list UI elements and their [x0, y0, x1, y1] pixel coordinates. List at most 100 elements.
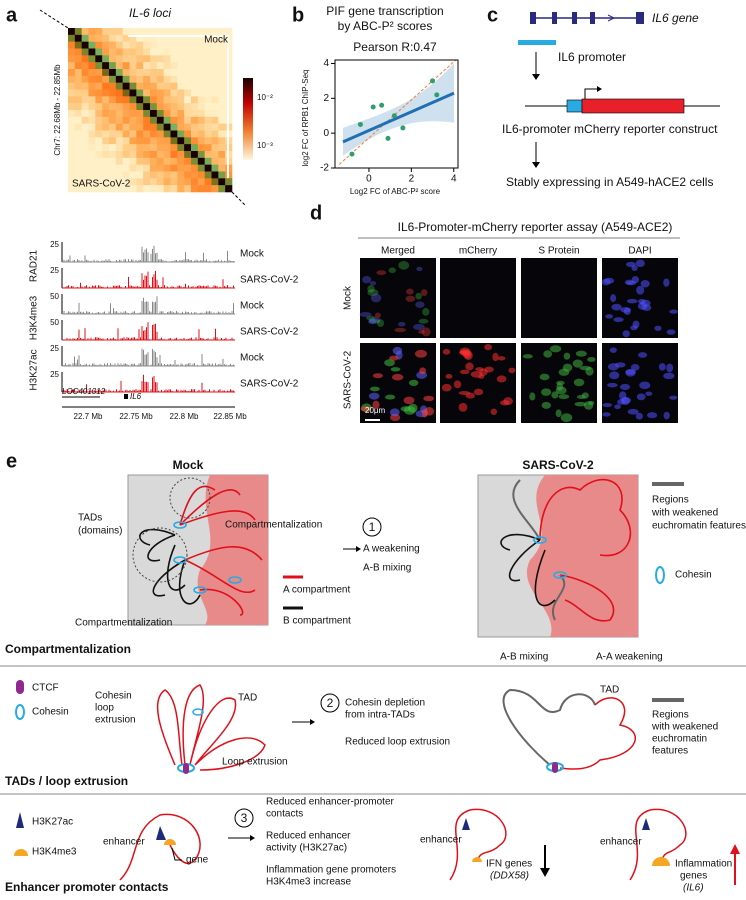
- chart-title: by ABC-P² scores: [338, 19, 433, 33]
- heatmap-cell: [211, 89, 219, 97]
- panel-label: c: [487, 4, 498, 26]
- cell: [496, 375, 507, 383]
- promoter-label: IL6 promoter: [558, 50, 626, 64]
- heatmap-cell: [81, 34, 89, 42]
- heatmap-cell: [95, 96, 103, 104]
- heatmap-cell: [163, 62, 171, 70]
- heatmap-cell: [177, 157, 185, 165]
- heatmap-cell: [102, 130, 110, 138]
- heatmap-cell: [184, 178, 192, 186]
- heatmap-cell: [143, 82, 151, 90]
- heatmap-cell: [81, 164, 89, 172]
- heatmap-cell: [184, 55, 192, 63]
- heatmap: [68, 28, 233, 193]
- heatmap-cell: [156, 178, 164, 186]
- heatmap-cell: [81, 82, 89, 90]
- panel-b: PIF gene transcription by ABC-P² scores …: [301, 4, 459, 196]
- heatmap-cell: [109, 69, 117, 77]
- heatmap-cell: [136, 48, 144, 56]
- heatmap-cell: [88, 41, 96, 49]
- a-loops: [179, 485, 263, 616]
- heatmap-cell: [156, 171, 164, 179]
- label: Loop extrusion: [222, 757, 288, 768]
- heatmap-cell: [150, 82, 158, 90]
- heatmap-cell: [211, 48, 219, 56]
- track-condition: Mock: [240, 249, 265, 260]
- heatmap-cell: [115, 62, 123, 70]
- heatmap-cell: [95, 137, 103, 145]
- heatmap-cell: [191, 137, 199, 145]
- cell: [398, 321, 406, 327]
- cell: [539, 373, 550, 381]
- cell: [368, 319, 377, 325]
- heatmap-cell: [88, 103, 96, 111]
- cohesin: [553, 571, 567, 579]
- heatmap-cell: [88, 116, 96, 124]
- cell: [409, 379, 419, 387]
- heatmap-cell: [143, 41, 151, 49]
- cell: [465, 362, 474, 371]
- cell: [626, 280, 637, 286]
- heatmap-cell: [88, 110, 96, 118]
- heatmap-cell: [143, 103, 151, 111]
- heatmap-cell: [129, 82, 137, 90]
- heatmap-cell: [102, 137, 110, 145]
- x-tick-label: 22.8 Mb: [170, 412, 199, 421]
- heatmap-cell: [191, 82, 199, 90]
- cell: [361, 275, 372, 284]
- cell: [555, 409, 562, 418]
- heatmap-cell: [218, 164, 226, 172]
- cell: [663, 278, 670, 287]
- heatmap-cell: [163, 103, 171, 111]
- row-label: SARS-CoV-2: [343, 350, 354, 409]
- heatmap-cell: [143, 178, 151, 186]
- cell: [390, 367, 401, 372]
- heatmap-cell: [211, 103, 219, 111]
- heatmap-cell: [102, 62, 110, 70]
- heatmap-cell: [211, 130, 219, 138]
- micrograph: [440, 258, 516, 338]
- step-text: activity (H3K27ac): [266, 843, 347, 854]
- cell: [626, 298, 638, 304]
- heatmap-cell: [225, 185, 233, 193]
- heatmap-cell: [74, 28, 82, 36]
- heatmap-cell: [95, 123, 103, 131]
- heatmap-cell: [95, 55, 103, 63]
- cell: [360, 406, 372, 412]
- heatmap-cell: [102, 103, 110, 111]
- heatmap-cell: [88, 171, 96, 179]
- arrow: [584, 88, 599, 99]
- cell: [400, 406, 411, 412]
- cell: [424, 407, 435, 416]
- cell: [465, 392, 475, 399]
- heatmap-cell: [81, 144, 89, 152]
- heatmap-cell: [88, 178, 96, 186]
- cell: [611, 303, 622, 311]
- heatmap-cell: [68, 171, 76, 179]
- cell: [625, 369, 636, 377]
- heatmap-cell: [163, 151, 171, 159]
- plot-frame: [334, 59, 459, 169]
- heatmap-cell: [177, 96, 185, 104]
- heatmap-cell: [191, 89, 199, 97]
- heatmap-cell: [177, 130, 185, 138]
- tad-outline: [128, 35, 229, 178]
- heatmap-cell: [184, 62, 192, 70]
- heatmap-cell: [197, 75, 205, 83]
- heatmap-cell: [184, 96, 192, 104]
- heatmap-cell: [122, 55, 130, 63]
- heatmap-cell: [95, 34, 103, 42]
- cell: [636, 393, 646, 401]
- heatmap-cell: [102, 185, 110, 193]
- heatmap-cell: [163, 82, 171, 90]
- heatmap-cell: [211, 185, 219, 193]
- cell: [478, 374, 485, 379]
- cell: [627, 408, 639, 415]
- heatmap-cell: [102, 110, 110, 118]
- cell: [622, 330, 630, 338]
- heatmap-cell: [204, 144, 212, 152]
- heatmap-cell: [218, 130, 226, 138]
- heatmap-cell: [218, 144, 226, 152]
- label: (IL6): [683, 883, 704, 894]
- heatmap-cell: [95, 185, 103, 193]
